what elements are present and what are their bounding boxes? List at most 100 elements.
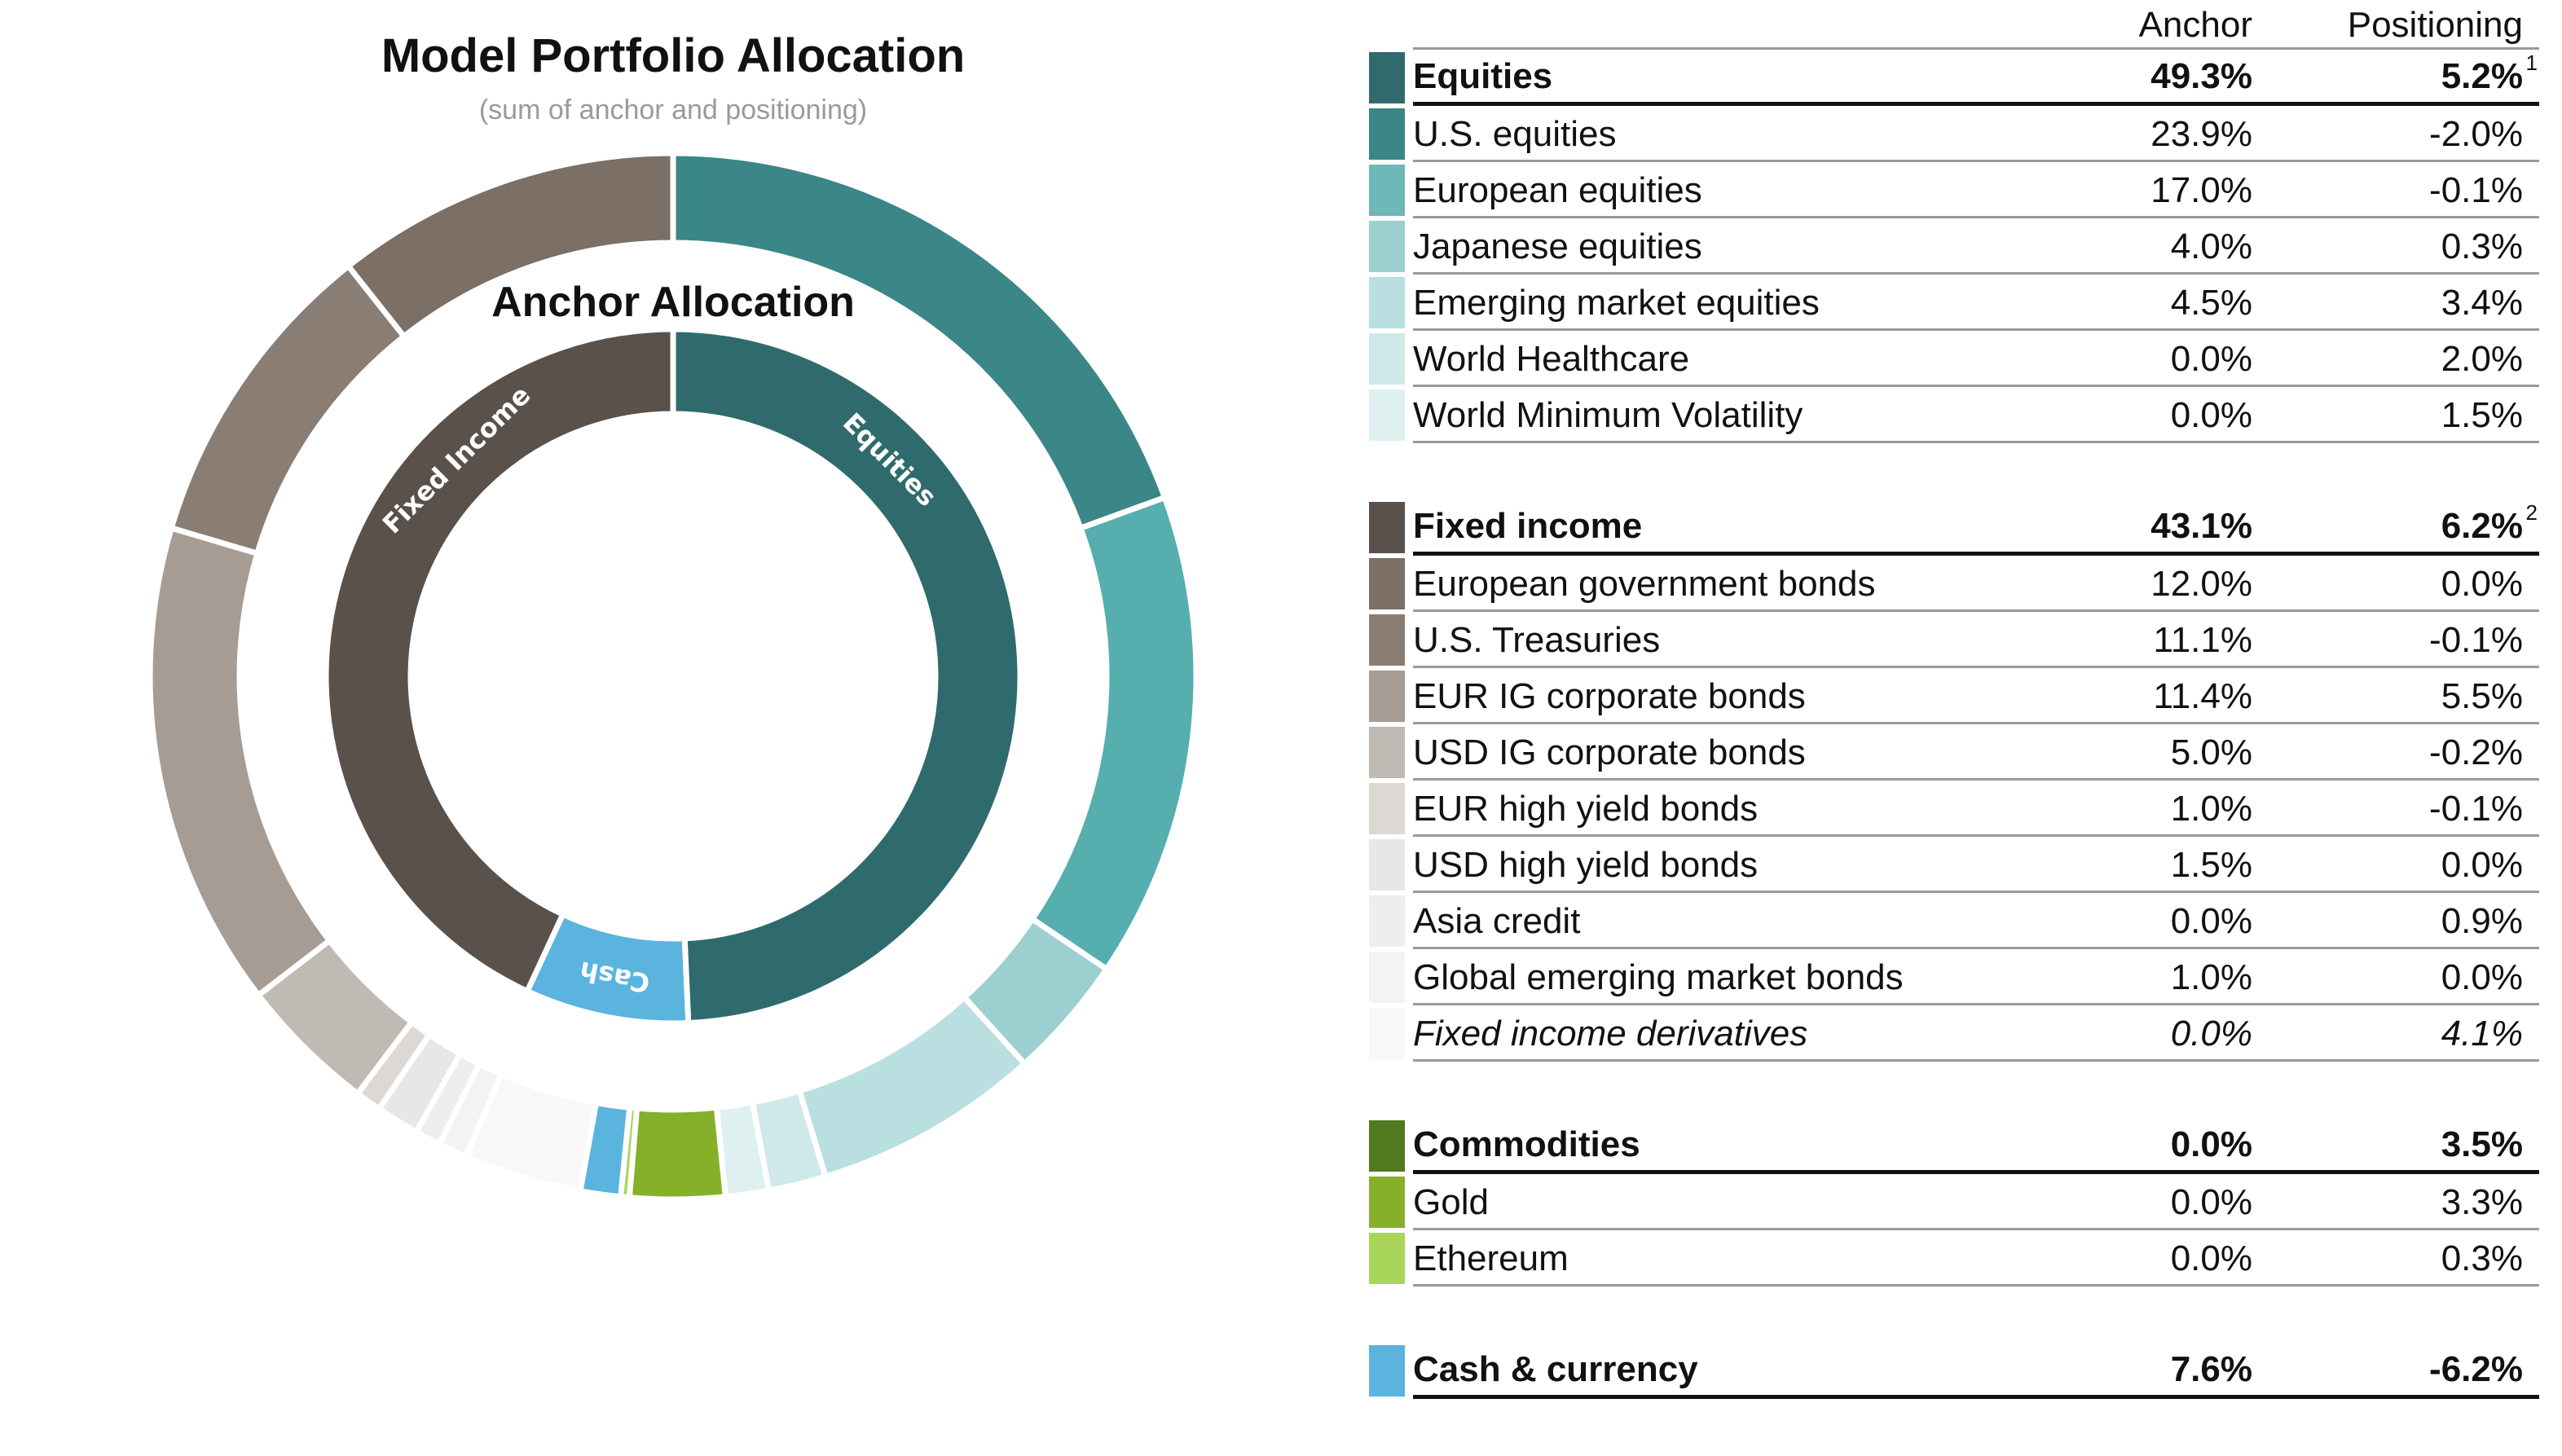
color-swatch	[1369, 783, 1405, 834]
positioning-value: 0.3%	[2441, 227, 2523, 266]
row-label: EUR high yield bonds	[1413, 789, 1759, 829]
anchor-value: 7.6%	[2170, 1349, 2252, 1389]
footnote-marker: 2	[2525, 500, 2538, 525]
row-content: Fixed income 43.1% 6.2% 2	[1413, 499, 2539, 556]
segment-emerging-market-equities	[795, 993, 1029, 1181]
row-label: U.S. Treasuries	[1413, 620, 1661, 660]
row-content: Japanese equities 4.0% 0.3%	[1413, 218, 2539, 275]
table-row: Ethereum 0.0% 0.3%	[1366, 1230, 2539, 1287]
allocation-donut-chart: Model Portfolio Allocation (sum of ancho…	[147, 29, 1200, 1203]
anchor-value: 1.5%	[2170, 845, 2252, 885]
allocation-table: Anchor Positioning Equities 49.3% 5.2% 1…	[1366, 0, 2539, 1455]
row-content: EUR IG corporate bonds 11.4% 5.5%	[1413, 668, 2539, 724]
table-row: Global emerging market bonds 1.0% 0.0%	[1366, 949, 2539, 1005]
row-label: USD IG corporate bonds	[1413, 732, 1806, 772]
positioning-value: -0.1%	[2429, 789, 2523, 829]
table-row: Gold 0.0% 3.3%	[1366, 1174, 2539, 1230]
row-label: Fixed income derivatives	[1413, 1014, 1808, 1054]
row-content: Fixed income derivatives 0.0% 4.1%	[1413, 1005, 2539, 1062]
color-swatch	[1369, 389, 1405, 441]
table-group: Equities 49.3% 5.2% 1 U.S. equities 23.9…	[1366, 50, 2539, 443]
anchor-value: 4.0%	[2170, 227, 2252, 266]
table-row: European equities 17.0% -0.1%	[1366, 162, 2539, 218]
row-content: Emerging market equities 4.5% 3.4%	[1413, 275, 2539, 331]
row-content: Commodities 0.0% 3.5%	[1413, 1118, 2539, 1174]
row-content: Asia credit 0.0% 0.9%	[1413, 893, 2539, 949]
column-header-anchor: Anchor	[2138, 5, 2252, 45]
table-row: USD high yield bonds 1.5% 0.0%	[1366, 837, 2539, 893]
anchor-value: 0.0%	[2170, 339, 2252, 379]
row-label: Asia credit	[1413, 901, 1581, 941]
positioning-value: -0.2%	[2429, 732, 2523, 772]
row-label: USD high yield bonds	[1413, 845, 1759, 885]
positioning-value: 6.2%	[2441, 506, 2523, 546]
row-content: Gold 0.0% 3.3%	[1413, 1174, 2539, 1230]
color-swatch	[1369, 52, 1405, 103]
color-swatch	[1369, 952, 1405, 1003]
segment-fixed-income	[323, 326, 676, 996]
anchor-value: 0.0%	[2170, 901, 2252, 941]
row-label: Gold	[1413, 1182, 1489, 1222]
table-row: Asia credit 0.0% 0.9%	[1366, 893, 2539, 949]
color-swatch	[1369, 895, 1405, 947]
positioning-value: 5.5%	[2441, 676, 2523, 716]
positioning-value: 0.0%	[2441, 564, 2523, 604]
row-label: Japanese equities	[1413, 227, 1702, 266]
row-label: European government bonds	[1413, 564, 1876, 604]
positioning-value: 0.0%	[2441, 957, 2523, 997]
color-swatch	[1369, 727, 1405, 778]
footnote-marker: 1	[2525, 51, 2538, 75]
anchor-value: 11.4%	[2153, 676, 2253, 716]
chart-title: Model Portfolio Allocation	[381, 29, 965, 82]
color-swatch	[1369, 839, 1405, 891]
outer-ring	[147, 150, 1200, 1203]
positioning-value: 0.0%	[2441, 845, 2523, 885]
positioning-value: 0.3%	[2441, 1238, 2523, 1278]
chart-subtitle: (sum of anchor and positioning)	[479, 95, 867, 125]
segment-eur-ig-corporate-bonds	[147, 524, 334, 1000]
anchor-value: 0.0%	[2170, 1014, 2252, 1054]
color-swatch	[1369, 614, 1405, 666]
anchor-value: 1.0%	[2170, 957, 2252, 997]
row-label: U.S. equities	[1413, 114, 1617, 154]
table-group: Fixed income 43.1% 6.2% 2 European gover…	[1366, 499, 2539, 1062]
table-row: World Minimum Volatility 0.0% 1.5%	[1366, 387, 2539, 443]
color-swatch	[1369, 165, 1405, 216]
row-label: Fixed income	[1413, 506, 1643, 546]
row-label: EUR IG corporate bonds	[1413, 676, 1806, 716]
color-swatch	[1369, 277, 1405, 328]
row-content: World Healthcare 0.0% 2.0%	[1413, 331, 2539, 387]
color-swatch	[1369, 1233, 1405, 1284]
row-content: Equities 49.3% 5.2% 1	[1413, 50, 2539, 106]
table-body: Equities 49.3% 5.2% 1 U.S. equities 23.9…	[1366, 50, 2539, 1399]
positioning-value: 5.2%	[2441, 56, 2523, 96]
table-group: Cash & currency 7.6% -6.2%	[1366, 1343, 2539, 1399]
positioning-value: 0.9%	[2441, 901, 2523, 941]
color-swatch	[1369, 1345, 1405, 1397]
positioning-value: -0.1%	[2429, 620, 2523, 660]
table-row: Japanese equities 4.0% 0.3%	[1366, 218, 2539, 275]
row-content: U.S. Treasuries 11.1% -0.1%	[1413, 612, 2539, 668]
table-row: U.S. Treasuries 11.1% -0.1%	[1366, 612, 2539, 668]
row-label: Ethereum	[1413, 1238, 1569, 1278]
positioning-value: 2.0%	[2441, 339, 2523, 379]
table-row: Emerging market equities 4.5% 3.4%	[1366, 275, 2539, 331]
color-swatch	[1369, 558, 1405, 609]
anchor-value: 23.9%	[2150, 114, 2252, 154]
color-swatch	[1369, 221, 1405, 272]
row-content: Global emerging market bonds 1.0% 0.0%	[1413, 949, 2539, 1005]
row-label: World Minimum Volatility	[1413, 395, 1803, 435]
anchor-value: 0.0%	[2170, 1182, 2252, 1222]
row-label: Commodities	[1413, 1124, 1640, 1164]
positioning-value: 3.5%	[2441, 1124, 2523, 1164]
color-swatch	[1369, 333, 1405, 385]
table-group-header-row: Fixed income 43.1% 6.2% 2	[1366, 499, 2539, 556]
row-content: USD high yield bonds 1.5% 0.0%	[1413, 837, 2539, 893]
table-group: Commodities 0.0% 3.5% Gold 0.0% 3.3% Eth…	[1366, 1118, 2539, 1287]
segment-european-government-bonds	[344, 150, 676, 341]
row-content: Ethereum 0.0% 0.3%	[1413, 1230, 2539, 1287]
anchor-value: 12.0%	[2150, 564, 2252, 604]
anchor-value: 4.5%	[2170, 283, 2252, 323]
anchor-value: 49.3%	[2150, 56, 2252, 96]
table-row: Fixed income derivatives 0.0% 4.1%	[1366, 1005, 2539, 1062]
